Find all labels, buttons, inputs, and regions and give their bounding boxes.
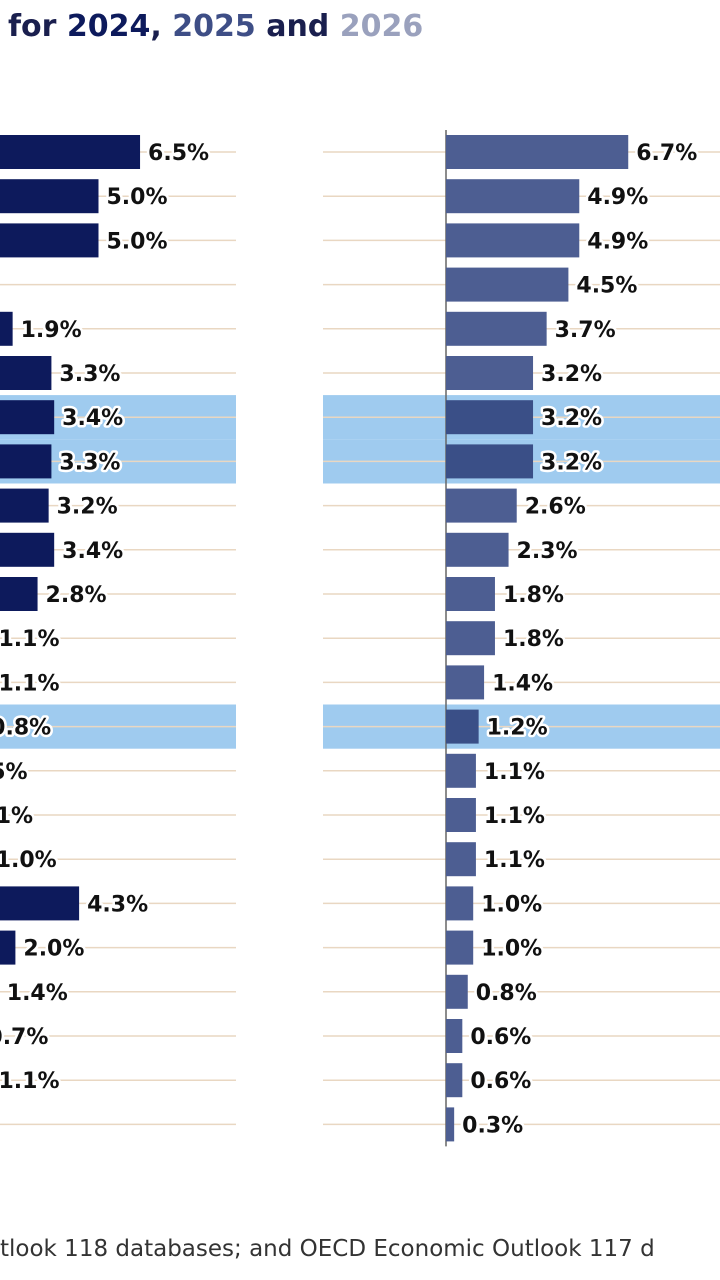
data-label-right: 1.1% [484, 848, 545, 873]
bar-left [0, 400, 55, 435]
data-label-left: 1% [0, 804, 33, 829]
data-label-left: 1.0% [0, 848, 57, 873]
bar-left [0, 311, 13, 346]
data-label-right: 1.8% [503, 627, 564, 652]
bar-left [0, 356, 52, 390]
data-label-left: 1.4% [7, 981, 68, 1006]
bar-right [446, 400, 534, 435]
bar-right [446, 1107, 455, 1142]
data-label-left: 3.3% [59, 362, 120, 387]
data-label-left: 6.5% [148, 141, 209, 166]
data-label-right: 3.2% [541, 362, 602, 387]
data-label-left: 5.0% [107, 229, 168, 254]
data-label-right: 2.6% [525, 495, 586, 520]
data-label-right: 1.4% [492, 671, 553, 696]
data-label-right: 3.2% [541, 450, 602, 475]
data-label-right: 3.2% [541, 406, 602, 431]
data-label-left: .5% [0, 760, 28, 785]
highlight-bands [0, 395, 720, 749]
data-label-left: 5.0% [107, 185, 168, 210]
bar-right [446, 974, 468, 1009]
data-label-right: 2.3% [517, 539, 578, 564]
data-label-right: 0.3% [462, 1113, 523, 1138]
bar-right [446, 179, 580, 214]
data-label-right: 1.8% [503, 583, 564, 608]
bar-right [446, 842, 476, 877]
data-label-right: 4.9% [587, 229, 648, 254]
chart-title: for 2024, 2025 and 2026 [8, 8, 423, 46]
data-label-right: 0.8% [476, 981, 537, 1006]
source-note: tlook 118 databases; and OECD Economic O… [0, 1236, 655, 1262]
bar-right [446, 267, 569, 302]
bar-left [0, 488, 49, 523]
data-label-left: 2.8% [46, 583, 107, 608]
bar-right [446, 488, 517, 523]
data-label-right: 0.6% [470, 1069, 531, 1094]
data-label-right: 1.0% [481, 892, 542, 917]
bar-right [446, 311, 547, 346]
data-label-right: 0.6% [470, 1025, 531, 1050]
title-prefix: for [8, 9, 67, 44]
bar-right [446, 1019, 463, 1053]
data-label-right: 1.0% [481, 937, 542, 962]
data-label-left: 4.3% [87, 892, 148, 917]
bars [0, 135, 629, 1142]
bar-right [446, 798, 476, 832]
bar-right [446, 753, 476, 788]
bar-right [446, 621, 495, 656]
bar-left [0, 930, 16, 965]
bar-right [446, 1063, 463, 1098]
bar-left [0, 135, 141, 169]
data-label-right: 1.1% [484, 760, 545, 785]
data-label-left: 3.2% [57, 495, 118, 520]
title-separator: , [150, 9, 173, 44]
bar-right [446, 886, 474, 921]
bar-right [446, 356, 534, 390]
data-label-left: 3.4% [62, 539, 123, 564]
data-label-left: 2.0% [23, 937, 84, 962]
bar-left [0, 886, 80, 921]
bar-right [446, 665, 485, 700]
data-label-left: 1.1% [0, 671, 59, 696]
bar-right [446, 577, 495, 611]
data-label-left: 1.9% [21, 318, 82, 343]
title-year-2025: 2025 [172, 9, 256, 44]
data-label-right: 3.7% [555, 318, 616, 343]
bar-left [0, 179, 99, 214]
data-label-left: 0.8% [0, 716, 51, 741]
data-label-left: 3.4% [62, 406, 123, 431]
title-year-2026: 2026 [339, 9, 424, 44]
bar-left [0, 532, 55, 567]
data-labels: 6.5% 5.0% 5.0% 1.9% 3.3% 3.4% 3.3% 3.2% 3.4% 2.8%… [0, 139, 700, 1141]
bar-left [0, 223, 99, 258]
title-and: and [255, 9, 340, 44]
bar-right [446, 930, 474, 965]
bar-left [0, 577, 38, 611]
bar-left [0, 444, 52, 479]
data-label-right: 4.9% [587, 185, 648, 210]
data-label-left: 3.3% [59, 450, 120, 475]
data-label-left: 1.1% [0, 1069, 59, 1094]
data-label-right: 4.5% [576, 274, 637, 299]
bar-right [446, 532, 509, 567]
bar-right [446, 444, 534, 479]
bar-right [446, 135, 629, 169]
data-label-right: 1.2% [487, 716, 548, 741]
bar-right [446, 709, 479, 744]
data-label-right: 6.7% [636, 141, 697, 166]
data-label-left: 0.7% [0, 1025, 48, 1050]
data-label-left: 1.1% [0, 627, 59, 652]
bar-right [446, 223, 580, 258]
title-year-2024: 2024 [66, 9, 151, 44]
data-label-right: 1.1% [484, 804, 545, 829]
